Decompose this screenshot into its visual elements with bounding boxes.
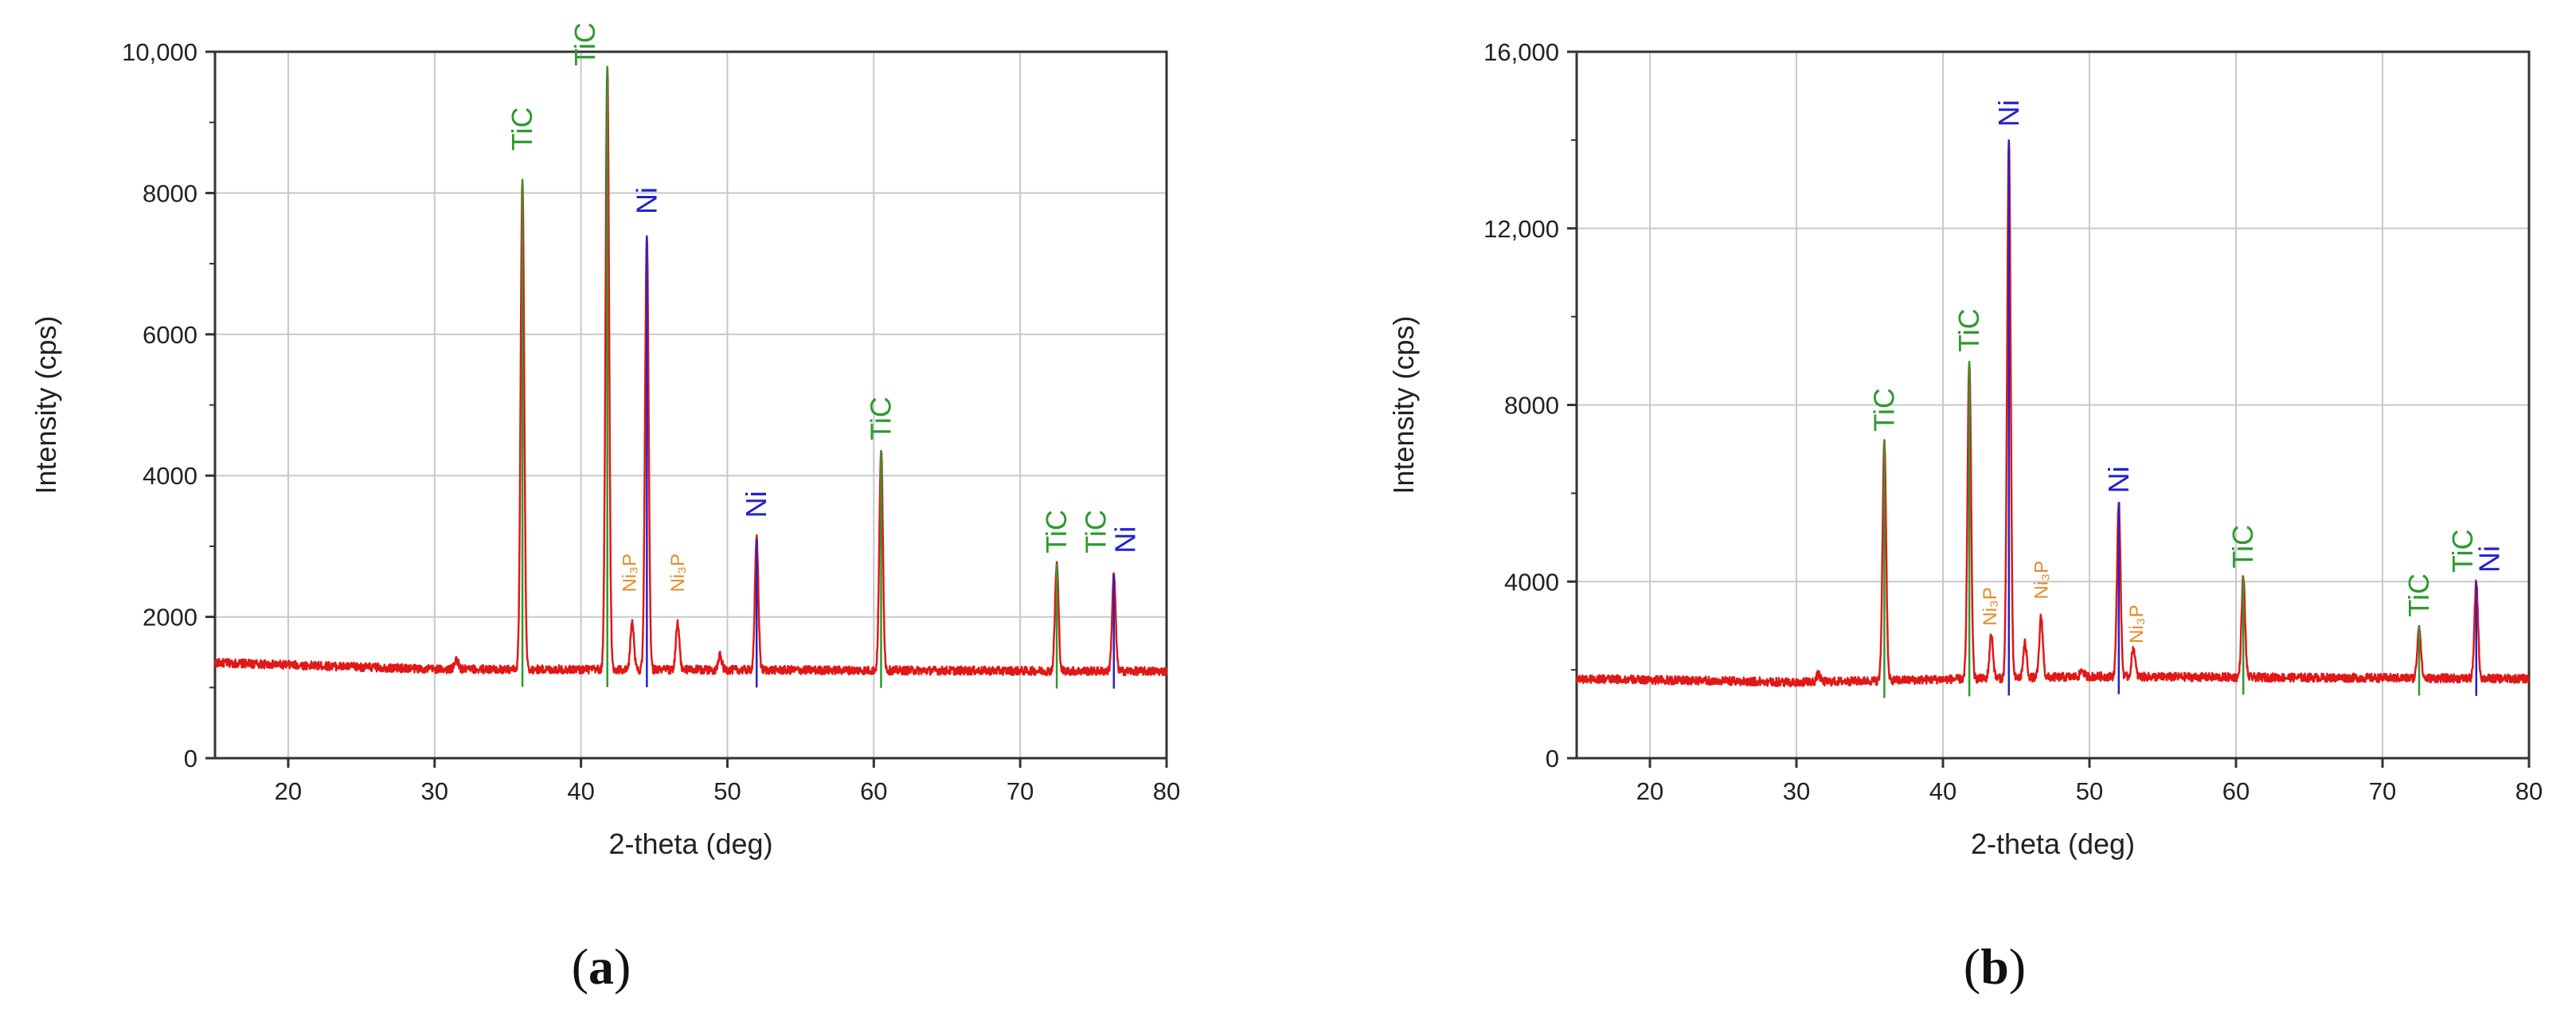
phase-label: TiC bbox=[1953, 308, 1985, 352]
x-axis-title: 2-theta (deg) bbox=[1971, 827, 2135, 860]
panel-caption-letter: a bbox=[588, 938, 614, 995]
y-axis-title: Intensity (cps) bbox=[29, 315, 62, 494]
phase-label: Ni bbox=[630, 187, 663, 214]
panel-caption-letter: b bbox=[1980, 938, 2009, 995]
y-tick-label: 2000 bbox=[143, 604, 197, 632]
panel-caption: (b) bbox=[1964, 938, 2026, 995]
x-tick-label: 80 bbox=[2515, 777, 2543, 805]
phase-label: Ni₃P bbox=[2126, 604, 2148, 643]
y-tick-label: 12,000 bbox=[1483, 215, 1559, 243]
x-tick-label: 20 bbox=[1636, 777, 1663, 805]
y-axis-title: Intensity (cps) bbox=[1387, 315, 1420, 494]
phase-label: Ni bbox=[2102, 466, 2135, 493]
x-tick-label: 70 bbox=[1007, 777, 1034, 805]
x-tick-label: 60 bbox=[860, 777, 887, 805]
x-tick-label: 40 bbox=[1929, 777, 1956, 805]
y-tick-label: 8000 bbox=[1504, 392, 1559, 420]
x-tick-label: 50 bbox=[2076, 777, 2103, 805]
y-tick-label: 0 bbox=[1546, 745, 1559, 773]
phase-label: TiC bbox=[506, 108, 538, 151]
phase-label: TiC bbox=[1867, 388, 1900, 432]
phase-label: Ni bbox=[1109, 526, 1142, 553]
panel-caption: (a) bbox=[572, 938, 631, 995]
chart-panel-b: 20 30 40 50 60 70 80 0 4000 8000 12,000 16,000 2-the… bbox=[1387, 38, 2543, 995]
plot-frame bbox=[213, 50, 1168, 760]
chart-panel-a: 20 30 40 50 60 70 80 0 2000 4000 6000 8000 10,000 2-t… bbox=[29, 22, 1180, 995]
phase-label: TiC bbox=[1080, 510, 1112, 553]
phase-label: Ni₃P bbox=[667, 553, 689, 592]
xrd-pattern-line bbox=[213, 65, 1168, 677]
x-tick-label: 30 bbox=[421, 777, 448, 805]
y-tick-label: 0 bbox=[184, 745, 197, 773]
y-tick-label: 4000 bbox=[1504, 568, 1559, 596]
phase-label: Ni₃P bbox=[619, 553, 640, 592]
x-axis-title: 2-theta (deg) bbox=[608, 827, 772, 860]
phase-label: Ni bbox=[2472, 546, 2505, 573]
x-tick-label: 40 bbox=[567, 777, 594, 805]
phase-label: TiC bbox=[569, 22, 601, 66]
y-tick-label: 10,000 bbox=[122, 38, 197, 66]
x-tick-label: 80 bbox=[1153, 777, 1180, 805]
x-tick-label: 30 bbox=[1783, 777, 1810, 805]
phase-label: Ni₃P bbox=[1980, 587, 2001, 625]
y-tick-label: 4000 bbox=[143, 462, 197, 490]
xrd-pattern-line bbox=[1575, 139, 2531, 688]
phase-label: Ni bbox=[1992, 100, 2025, 127]
phase-label: TiC bbox=[865, 397, 897, 440]
phase-label: TiC bbox=[1040, 510, 1073, 553]
phase-label: TiC bbox=[2446, 530, 2479, 573]
x-tick-label: 20 bbox=[275, 777, 302, 805]
y-tick-label: 16,000 bbox=[1483, 38, 1559, 66]
phase-label: TiC bbox=[2402, 573, 2435, 617]
y-tick-label: 8000 bbox=[143, 179, 197, 207]
phase-label: Ni bbox=[740, 491, 772, 518]
phase-label: Ni₃P bbox=[2031, 561, 2052, 599]
x-tick-label: 70 bbox=[2369, 777, 2396, 805]
y-tick-label: 6000 bbox=[143, 321, 197, 349]
x-tick-label: 50 bbox=[713, 777, 741, 805]
x-tick-label: 60 bbox=[2222, 777, 2250, 805]
phase-label: TiC bbox=[2226, 525, 2259, 569]
